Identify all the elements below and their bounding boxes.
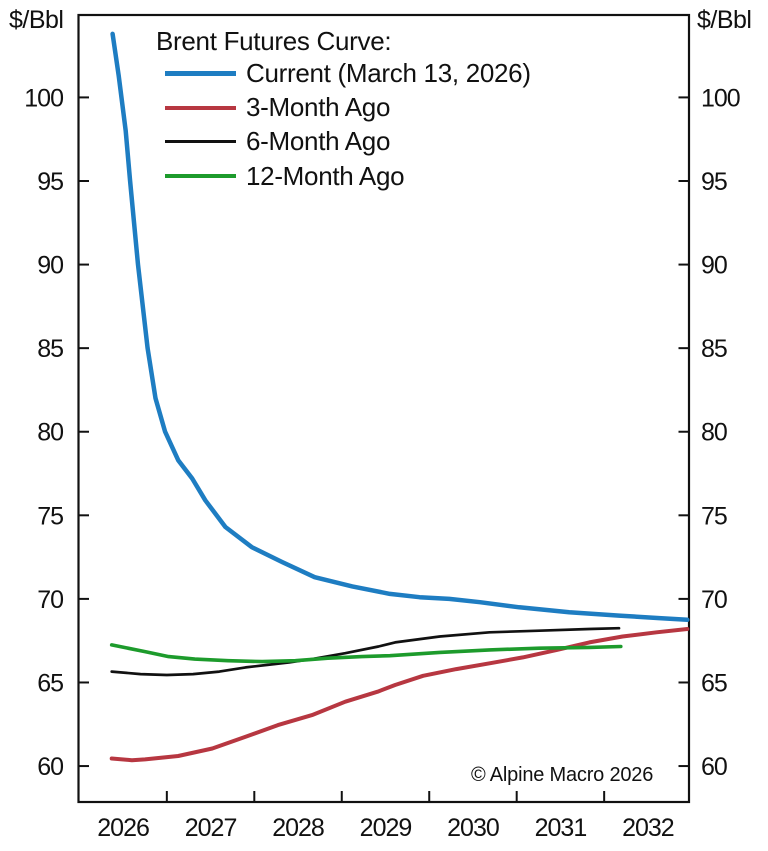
legend-label-3-month-ago: 3-Month Ago	[246, 92, 391, 123]
y-tick-label-right: 85	[701, 335, 727, 363]
legend-swatch-6-month-ago	[165, 140, 236, 144]
y-tick-label-left: 75	[37, 502, 63, 530]
legend-entry-6-month-ago: 6-Month Ago	[156, 125, 531, 159]
y-tick-label-left: 95	[37, 168, 63, 196]
legend-label-current: Current (March 13, 2026)	[246, 57, 531, 88]
legend-label-12-month-ago: 12-Month Ago	[246, 160, 405, 191]
legend-swatch-current	[165, 70, 236, 76]
x-axis-ticks: 2026 2027 2028 2029 2030 2031 2032	[97, 791, 675, 842]
plot-frame	[77, 13, 691, 804]
y-axis-unit-label-right: $/Bbl	[697, 6, 752, 34]
series-line-12-month-ago	[109, 643, 623, 664]
x-tick-label: 2030	[447, 814, 499, 842]
y-tick-label-right: 60	[701, 753, 727, 781]
series-line-current-march-13-2026-	[110, 31, 690, 623]
x-tick-label: 2032	[622, 814, 674, 842]
y-tick-label-right: 70	[701, 586, 727, 614]
legend-title: Brent Futures Curve:	[156, 26, 392, 56]
y-tick-label-left: 60	[37, 753, 63, 781]
legend-entry-12-month-ago: 12-Month Ago	[156, 159, 531, 193]
y-tick-label-left: 65	[37, 669, 63, 697]
y-tick-label-left: 90	[37, 252, 63, 280]
y-tick-label-right: 90	[701, 252, 727, 280]
y-tick-label-left: 70	[37, 586, 63, 614]
y-tick-label-left: 80	[37, 419, 63, 447]
y-tick-label-left: 100	[24, 84, 63, 112]
x-tick-label: 2029	[360, 814, 412, 842]
y-tick-label-right: 65	[701, 669, 727, 697]
chart-legend: Brent Futures Curve: Current (March 13, …	[156, 26, 531, 194]
series-lines	[109, 31, 690, 763]
y-axis-ticks: 60 60 65 65 70 70 75 75 80 80 85 85 90 90 95 95 100 100	[24, 84, 741, 781]
x-tick-label: 2026	[97, 814, 149, 842]
legend-label-6-month-ago: 6-Month Ago	[246, 126, 391, 157]
y-axis-unit-label-left: $/Bbl	[9, 6, 64, 34]
x-tick-label: 2027	[185, 814, 237, 842]
y-tick-label-right: 75	[701, 502, 727, 530]
legend-swatch-3-month-ago	[165, 105, 236, 110]
y-tick-label-right: 95	[701, 168, 727, 196]
y-tick-label-left: 85	[37, 335, 63, 363]
x-tick-label: 2028	[272, 814, 324, 842]
y-tick-label-right: 80	[701, 419, 727, 447]
legend-entry-current: Current (March 13, 2026)	[156, 56, 531, 90]
series-line-3-month-ago	[109, 627, 690, 763]
y-tick-label-right: 100	[701, 84, 740, 112]
legend-entry-3-month-ago: 3-Month Ago	[156, 90, 531, 124]
legend-swatch-12-month-ago	[165, 174, 236, 179]
copyright-notice: © Alpine Macro 2026	[471, 764, 654, 786]
x-tick-label: 2031	[535, 814, 587, 842]
